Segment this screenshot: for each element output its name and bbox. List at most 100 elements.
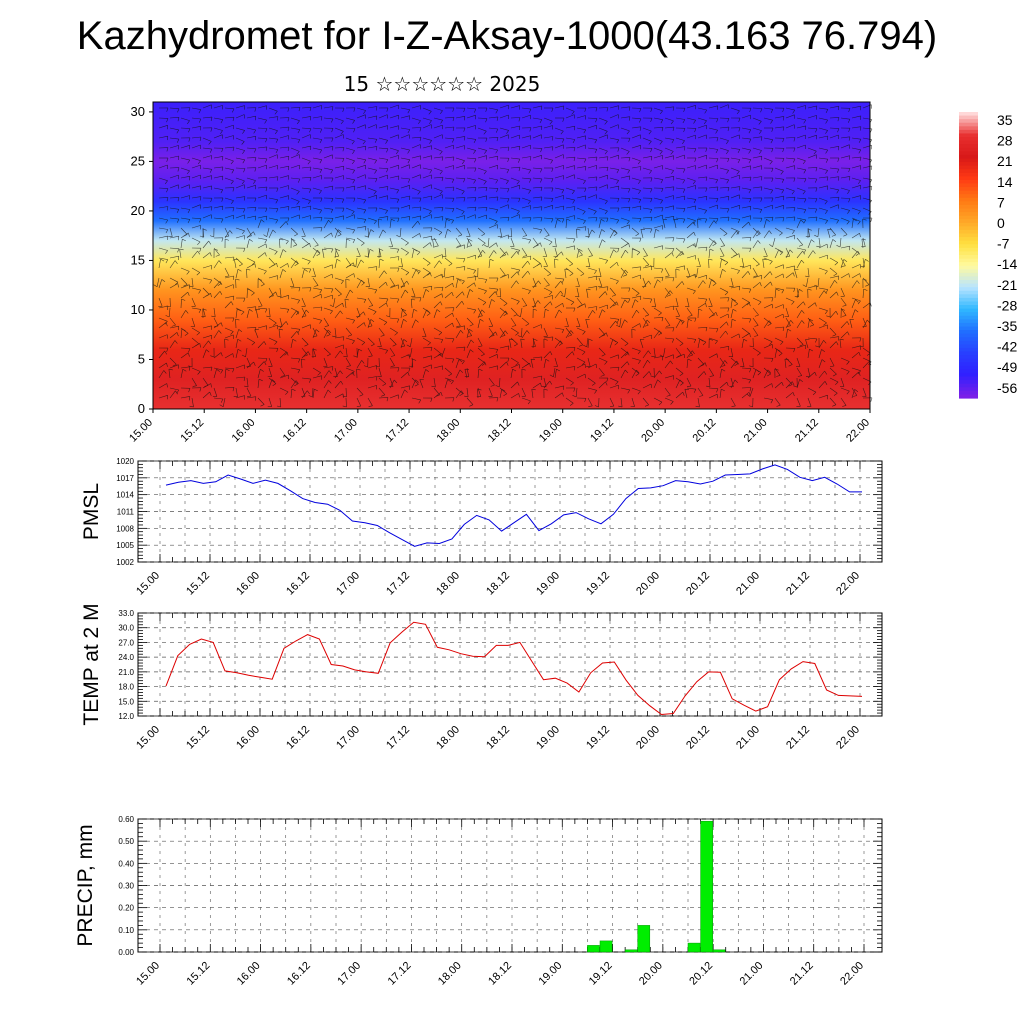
wind-barb xyxy=(664,290,671,299)
wind-barb xyxy=(554,258,556,269)
colorbar-swatch xyxy=(959,244,978,249)
wind-barb-flag xyxy=(178,155,180,161)
wind-barb-flag xyxy=(570,382,574,386)
wind-barb xyxy=(829,127,840,129)
wind-barb xyxy=(246,257,256,263)
wind-barb-flag xyxy=(815,345,820,348)
wind-barb xyxy=(411,187,421,192)
wind-barb-flag xyxy=(782,148,785,153)
wind-barb-flag xyxy=(326,334,331,337)
wind-barb xyxy=(686,221,694,229)
wind-barb-flag xyxy=(403,319,407,322)
wind-barb xyxy=(345,397,347,408)
wind-barb-flag xyxy=(870,397,873,402)
wind-barb xyxy=(807,302,816,309)
wind-barb-flag xyxy=(635,233,640,237)
wind-barb xyxy=(488,331,496,339)
colorbar-swatch xyxy=(959,122,978,127)
wind-barb-flag xyxy=(573,347,576,352)
wind-barb xyxy=(444,219,447,229)
wind-barb xyxy=(367,249,371,259)
wind-barb-flag xyxy=(452,126,455,131)
wind-barb-flag xyxy=(658,312,662,316)
wind-barb-flag xyxy=(331,128,334,133)
wind-barb xyxy=(598,381,606,389)
wind-barb-flag xyxy=(278,328,283,331)
wind-barb xyxy=(378,281,386,289)
wind-barb xyxy=(466,317,474,325)
wind-barb-flag xyxy=(452,138,455,143)
wind-barb-flag xyxy=(848,273,850,278)
wind-barb-flag xyxy=(789,249,794,253)
wind-barb xyxy=(840,377,845,387)
wind-barb xyxy=(609,217,619,221)
wind-barb-flag xyxy=(182,238,186,242)
wind-barb xyxy=(290,127,300,130)
wind-barb-flag xyxy=(848,128,851,133)
wind-barb xyxy=(466,107,476,110)
wind-barb-flag xyxy=(617,248,620,253)
wind-barb-flag xyxy=(362,140,366,145)
wind-barb-flag xyxy=(232,207,235,212)
wind-barb xyxy=(464,369,468,379)
wind-barb xyxy=(268,377,277,384)
wind-barb xyxy=(510,307,518,315)
wind-barb-flag xyxy=(473,108,477,113)
wind-barb xyxy=(400,157,410,160)
wind-barb-flag xyxy=(624,353,629,356)
wind-barb xyxy=(664,317,671,326)
wind-barb xyxy=(521,255,531,259)
wind-barb xyxy=(246,157,257,159)
wind-barb xyxy=(532,356,542,359)
wind-barb-flag xyxy=(857,300,861,305)
wind-barb-flag xyxy=(564,268,569,271)
wind-barb-flag xyxy=(632,248,637,251)
wind-barb xyxy=(268,154,278,159)
colorbar-swatch xyxy=(959,247,978,253)
wind-barb-flag xyxy=(854,389,859,392)
wind-barb xyxy=(807,367,811,377)
wind-barb-flag xyxy=(473,179,476,184)
colorbar-label: 35 xyxy=(997,112,1013,128)
y-tick-label: 24.0 xyxy=(118,653,134,662)
wind-barb-flag xyxy=(342,208,345,212)
wind-barb xyxy=(532,338,534,349)
wind-barb-flag xyxy=(375,376,378,381)
wind-barb xyxy=(675,117,685,120)
wind-barb xyxy=(499,197,510,199)
wind-barb xyxy=(686,287,696,292)
wind-barb xyxy=(180,347,191,349)
wind-barb-flag xyxy=(331,106,334,111)
wind-barb-flag xyxy=(815,198,818,203)
wind-barb-flag xyxy=(693,231,696,236)
wind-barb xyxy=(520,307,523,317)
wind-barb xyxy=(246,263,256,269)
wind-barb xyxy=(268,217,278,221)
wind-barb-flag xyxy=(395,150,399,155)
wind-barb xyxy=(818,147,828,151)
wind-barb-flag xyxy=(418,399,422,404)
wind-barb-flag xyxy=(430,347,433,352)
wind-barb xyxy=(620,297,631,300)
wind-barb xyxy=(180,145,190,149)
wind-barb-flag xyxy=(186,170,190,175)
wind-barb-flag xyxy=(166,197,169,202)
wind-barb xyxy=(829,217,839,221)
wind-barb xyxy=(400,247,409,253)
wind-barb-flag xyxy=(352,264,356,268)
wind-barb xyxy=(587,117,598,119)
wind-barb-flag xyxy=(837,157,840,162)
x-tick-label: 15.00 xyxy=(127,417,155,445)
wind-barb xyxy=(224,167,234,171)
wind-barb xyxy=(818,197,828,202)
wind-barb-flag xyxy=(516,280,519,285)
wind-barb-flag xyxy=(771,127,774,132)
wind-barb xyxy=(840,207,850,211)
colorbar-swatch xyxy=(959,147,978,152)
wind-barb-flag xyxy=(265,177,268,182)
wind-barb xyxy=(510,357,519,364)
wind-barb xyxy=(389,377,394,387)
wind-barb-flag xyxy=(616,301,619,306)
wind-barb-flag xyxy=(527,200,531,205)
wind-barb xyxy=(268,357,273,367)
